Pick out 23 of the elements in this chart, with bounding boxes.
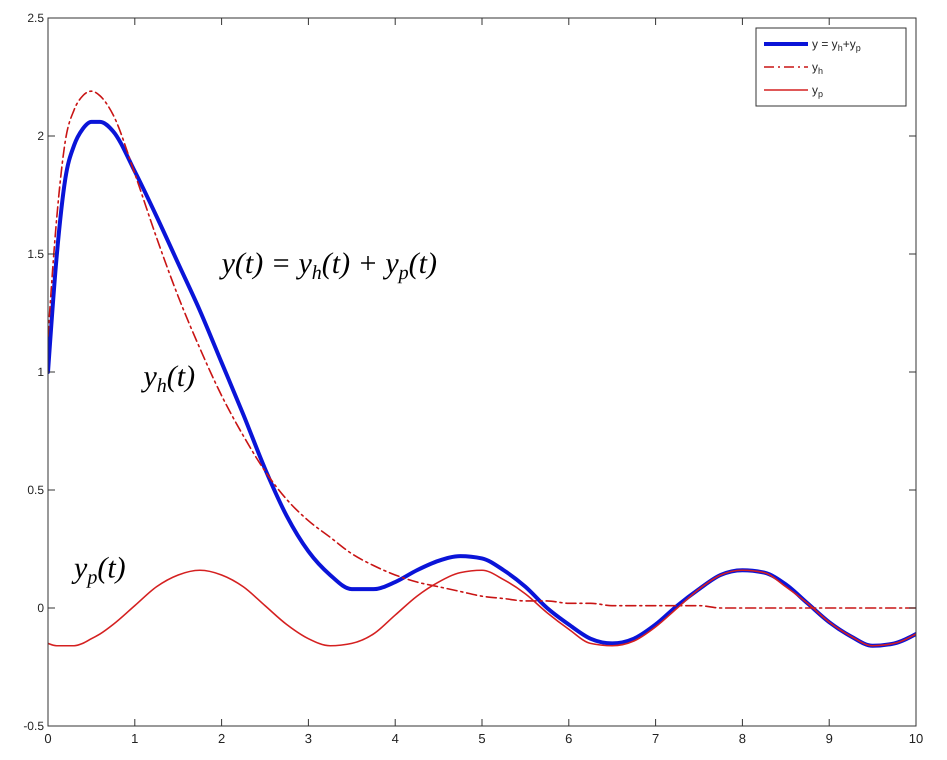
- x-tick-label: 7: [652, 731, 660, 746]
- y-tick-label: 1.5: [27, 247, 44, 261]
- x-tick-label: 9: [826, 731, 833, 746]
- legend-label: y$_{h}$: [812, 60, 824, 76]
- x-tick-label: 1: [131, 731, 138, 746]
- y-tick-label: 1: [37, 365, 44, 379]
- y-tick-label: 2.5: [27, 11, 44, 25]
- y-tick-label: 0.5: [27, 483, 44, 497]
- y-tick-label: -0.5: [23, 719, 44, 733]
- x-tick-label: 5: [478, 731, 486, 746]
- annotation: y$_{p}$(t): [71, 551, 126, 588]
- x-tick-label: 2: [218, 731, 226, 746]
- x-tick-label: 3: [304, 731, 312, 746]
- y-tick-label: 2: [37, 129, 44, 143]
- x-tick-label: 10: [908, 731, 924, 746]
- annotation: y(t) = y$_{h}$(t) + y$_{p}$(t): [218, 246, 438, 284]
- x-tick-label: 8: [738, 731, 746, 746]
- x-tick-label: 4: [392, 731, 399, 746]
- x-tick-label: 6: [565, 731, 572, 746]
- legend-label: y = y$_{h}$+y$_{p}$: [812, 37, 861, 53]
- y-tick-label: 0: [37, 601, 44, 615]
- legend-label: y$_{p}$: [812, 83, 824, 99]
- annotation: y$_{h}$(t): [140, 360, 196, 398]
